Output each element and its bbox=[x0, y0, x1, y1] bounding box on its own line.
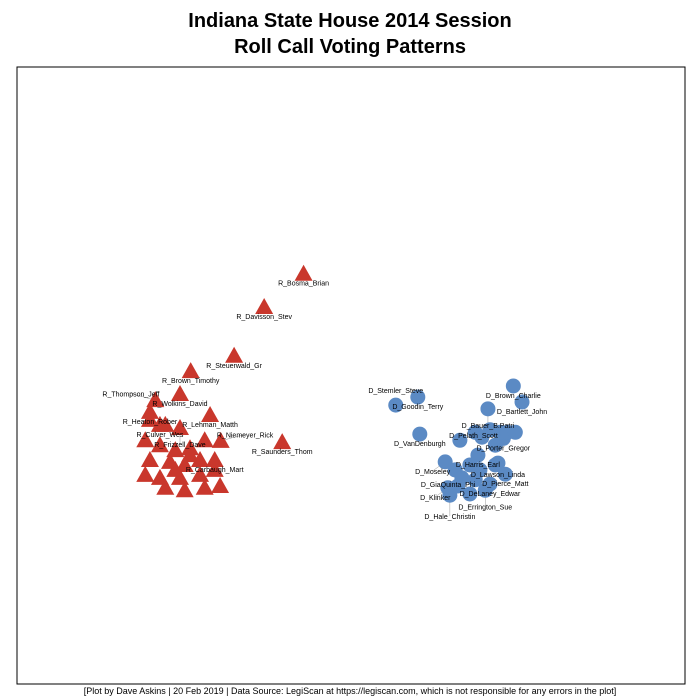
democrat-point bbox=[507, 424, 523, 440]
democrat-point bbox=[487, 437, 503, 453]
republican-point bbox=[205, 451, 224, 468]
point-label: R_Wolkins_David bbox=[152, 401, 207, 408]
republican-point bbox=[255, 298, 274, 315]
republican-point bbox=[191, 465, 210, 482]
democrat-point bbox=[505, 378, 521, 394]
point-label: D_Errington_Sue bbox=[458, 504, 512, 511]
republican-point bbox=[166, 460, 185, 477]
point-label: D_GiaQuinta_Phi bbox=[421, 482, 476, 489]
chart-subtitle: Roll Call Voting Patterns bbox=[234, 36, 466, 58]
republican-point bbox=[195, 431, 214, 448]
point-label: R_Steuerwald_Gr bbox=[206, 363, 262, 370]
republican-point bbox=[205, 460, 224, 477]
point-label: R_Thompson_Jeff bbox=[102, 392, 159, 399]
republican-point bbox=[273, 433, 292, 450]
republican-point bbox=[191, 451, 210, 468]
republican-point bbox=[136, 465, 155, 482]
republican-point bbox=[140, 402, 159, 419]
point-label: R_Carbaugh_Mart bbox=[186, 467, 244, 474]
point-label: D_Lawson_Linda bbox=[471, 472, 525, 479]
republican-point bbox=[136, 431, 155, 448]
republican-point bbox=[140, 410, 159, 427]
democrat-point bbox=[497, 466, 513, 482]
democrat-point bbox=[450, 478, 466, 494]
point-label: D_Porter_Gregor bbox=[476, 445, 530, 452]
footer-credit: [Plot by Dave Askins | 20 Feb 2019 | Dat… bbox=[83, 686, 617, 696]
point-label: D_Hale_Christin bbox=[424, 514, 475, 521]
republican-point bbox=[156, 415, 175, 432]
republican-point bbox=[175, 455, 194, 472]
democrat-point bbox=[477, 482, 493, 498]
point-label: D_Klinker bbox=[420, 495, 451, 502]
point-label: D_Pierce_Matt bbox=[482, 481, 528, 488]
republican-point bbox=[225, 346, 244, 363]
democrat-point bbox=[410, 389, 426, 405]
republican-point bbox=[195, 478, 214, 495]
plot-frame bbox=[16, 66, 686, 685]
point-label: D_DeLaney_Edwar bbox=[460, 491, 521, 498]
democrat-point bbox=[474, 429, 490, 445]
republican-point bbox=[170, 418, 189, 435]
republican-point bbox=[170, 385, 189, 402]
democrat-point bbox=[462, 486, 478, 502]
point-label: R_Davisson_Stev bbox=[236, 314, 292, 321]
democrat-point bbox=[467, 472, 483, 488]
point-label: D_Brown_Charlie bbox=[486, 393, 541, 400]
republican-point bbox=[146, 391, 165, 408]
republican-point bbox=[175, 481, 194, 498]
point-label: D_Bartlett_John bbox=[497, 409, 547, 416]
point-label: D_Moseley bbox=[415, 469, 451, 476]
point-label: R_Heaton_Rober bbox=[123, 419, 178, 426]
point-label: R_Bosma_Brian bbox=[278, 281, 329, 288]
point-label: R_Culver_Wes bbox=[136, 432, 183, 439]
republican-point bbox=[181, 446, 200, 463]
point-label: D_VanDenburgh bbox=[394, 441, 446, 448]
democrat-point bbox=[487, 457, 503, 473]
republican-point bbox=[170, 468, 189, 485]
point-label: R_Frizzell_Dave bbox=[154, 442, 205, 449]
republican-point bbox=[181, 362, 200, 379]
democrat-point bbox=[412, 426, 428, 442]
republican-point bbox=[211, 476, 230, 493]
republican-point bbox=[211, 431, 230, 448]
point-label: D_Bauer_B.Patri bbox=[462, 423, 515, 430]
point-label: D_Harris_Earl bbox=[456, 462, 500, 469]
point-label: R_Lehman_Matth bbox=[182, 422, 238, 429]
republican-point bbox=[140, 451, 159, 468]
democrat-point bbox=[514, 394, 530, 410]
point-label: R_Saunders_Thom bbox=[252, 449, 313, 456]
democrat-point bbox=[452, 432, 468, 448]
chart-title: Indiana State House 2014 Session bbox=[188, 10, 512, 32]
point-label: D_Pelath_Scott bbox=[449, 433, 498, 440]
democrat-point bbox=[388, 397, 404, 413]
republican-point bbox=[201, 405, 220, 422]
democrat-point bbox=[437, 454, 453, 470]
point-label: D_Stemler_Steve bbox=[368, 388, 423, 395]
point-label: D_Goodin_Terry bbox=[392, 404, 443, 411]
point-label: R_Brown_Timothy bbox=[162, 378, 220, 385]
republican-point bbox=[166, 441, 185, 458]
point-label: R_Niemeyer_Rick bbox=[217, 432, 274, 439]
democrat-point bbox=[480, 401, 496, 417]
republican-point bbox=[156, 478, 175, 495]
republican-point bbox=[294, 264, 313, 281]
republican-point bbox=[150, 436, 169, 453]
